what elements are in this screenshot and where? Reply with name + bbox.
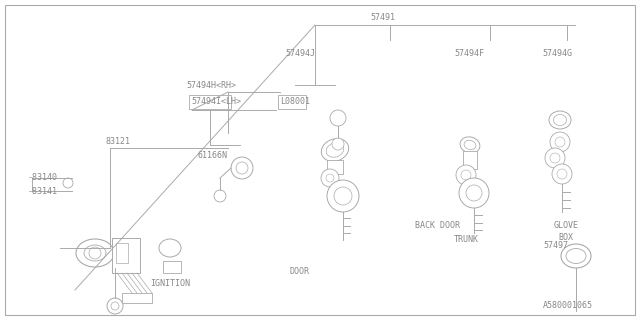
Bar	[112, 238, 140, 273]
Text: A580001065: A580001065	[543, 301, 593, 310]
Text: 83121: 83121	[106, 138, 131, 147]
Ellipse shape	[231, 157, 253, 179]
Circle shape	[555, 137, 565, 147]
Circle shape	[545, 148, 565, 168]
FancyBboxPatch shape	[278, 95, 306, 109]
Text: TRUNK: TRUNK	[454, 236, 479, 244]
Text: GLOVE: GLOVE	[554, 220, 579, 229]
Circle shape	[330, 110, 346, 126]
Bar	[122, 293, 152, 303]
Ellipse shape	[561, 244, 591, 268]
Text: 57494G: 57494G	[542, 49, 572, 58]
Text: 57494J: 57494J	[285, 49, 315, 58]
Ellipse shape	[76, 239, 114, 267]
Text: L08001: L08001	[280, 97, 310, 106]
Ellipse shape	[84, 245, 106, 261]
Ellipse shape	[464, 140, 476, 150]
Text: BACK DOOR: BACK DOOR	[415, 220, 460, 229]
Circle shape	[552, 164, 572, 184]
Circle shape	[557, 169, 567, 179]
Circle shape	[321, 169, 339, 187]
Circle shape	[456, 165, 476, 185]
Text: 57494I<LH>: 57494I<LH>	[191, 97, 241, 106]
Circle shape	[550, 153, 560, 163]
Circle shape	[236, 162, 248, 174]
Text: -83140: -83140	[28, 173, 58, 182]
Ellipse shape	[326, 143, 344, 157]
Circle shape	[214, 190, 226, 202]
Circle shape	[550, 132, 570, 152]
Text: DOOR: DOOR	[290, 268, 310, 276]
Circle shape	[111, 302, 119, 310]
Ellipse shape	[159, 239, 181, 257]
Text: 57494H<RH>: 57494H<RH>	[186, 82, 236, 91]
Text: IGNITION: IGNITION	[150, 278, 190, 287]
Circle shape	[327, 180, 359, 212]
Text: 57494F: 57494F	[454, 49, 484, 58]
Ellipse shape	[549, 111, 571, 129]
Circle shape	[334, 187, 352, 205]
Circle shape	[459, 178, 489, 208]
FancyBboxPatch shape	[189, 95, 231, 109]
Circle shape	[466, 185, 482, 201]
Bar	[463, 151, 477, 169]
Text: -83141: -83141	[28, 187, 58, 196]
Text: 57491: 57491	[370, 13, 395, 22]
Circle shape	[89, 247, 101, 259]
Circle shape	[107, 298, 123, 314]
Circle shape	[63, 178, 73, 188]
Ellipse shape	[566, 249, 586, 263]
Circle shape	[326, 174, 334, 182]
Circle shape	[461, 170, 471, 180]
Circle shape	[332, 138, 344, 150]
Ellipse shape	[554, 115, 566, 125]
Bar	[116, 243, 128, 263]
Ellipse shape	[321, 139, 349, 161]
Text: 57497: 57497	[543, 241, 568, 250]
Text: BOX: BOX	[558, 233, 573, 242]
Bar	[327, 160, 343, 174]
Text: 61166N: 61166N	[198, 150, 228, 159]
Ellipse shape	[460, 137, 480, 153]
Bar	[163, 261, 181, 273]
